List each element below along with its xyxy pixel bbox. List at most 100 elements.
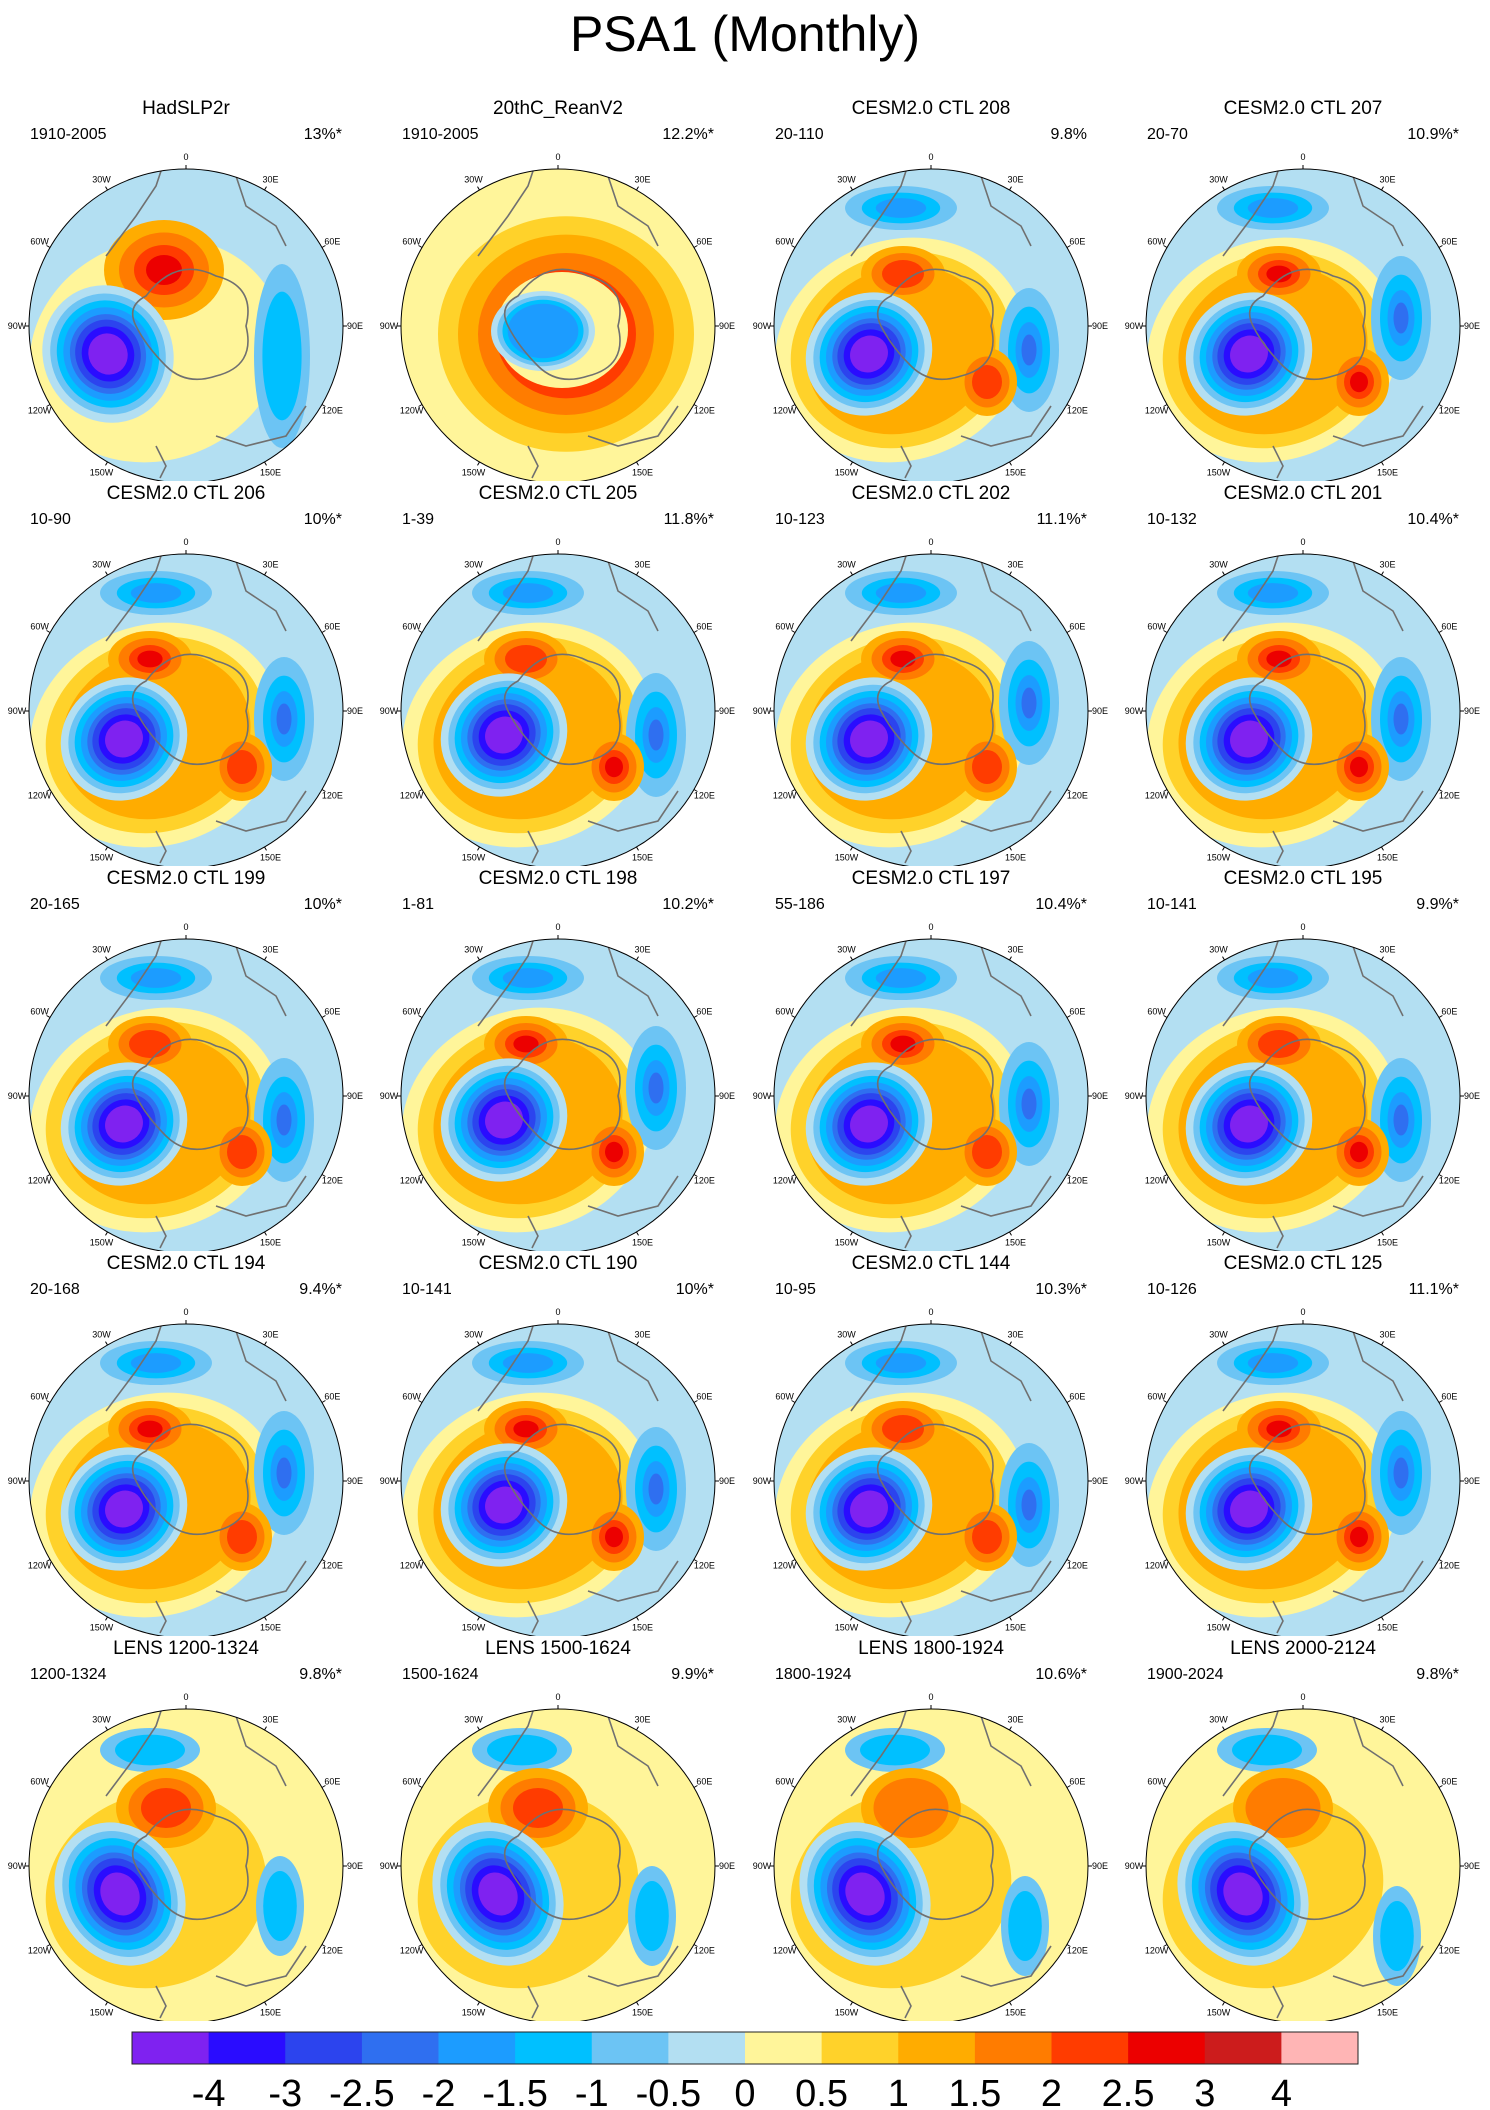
map-panel: 030E60E90E120E150E180150W120W90W60W30WCE… bbox=[1117, 98, 1489, 481]
longitude-tick bbox=[105, 956, 108, 961]
longitude-tick bbox=[477, 186, 480, 191]
high-contour bbox=[890, 650, 916, 668]
longitude-tick bbox=[1222, 1341, 1225, 1346]
longitude-tick bbox=[477, 571, 480, 576]
map-panel: 030E60E90E120E150E180150W120W90W60W30WCE… bbox=[1117, 1253, 1489, 1636]
low-contour bbox=[1247, 1353, 1299, 1373]
longitude-label: 60W bbox=[775, 237, 794, 247]
australia-coastline bbox=[960, 1560, 1052, 1602]
colorbar-swatch bbox=[515, 2032, 593, 2064]
high-contour bbox=[513, 1420, 539, 1438]
colorbar-label: -2 bbox=[422, 2073, 456, 2110]
longitude-tick bbox=[1222, 1726, 1225, 1731]
longitude-tick bbox=[1009, 2001, 1012, 2006]
panel-variance: 10.2%* bbox=[662, 896, 714, 913]
panel-years: 1500-1624 bbox=[402, 1666, 479, 1683]
high-contour bbox=[513, 1035, 539, 1053]
longitude-label: 90E bbox=[347, 1861, 363, 1871]
longitude-label: 120W bbox=[400, 1561, 424, 1571]
longitude-tick bbox=[418, 630, 423, 633]
longitude-tick bbox=[791, 630, 796, 633]
longitude-label: 90E bbox=[719, 1091, 735, 1101]
longitude-tick bbox=[46, 1785, 51, 1788]
panel-years: 20-110 bbox=[775, 126, 824, 143]
panel-variance: 11.1%* bbox=[1036, 511, 1087, 528]
low-contour bbox=[502, 583, 554, 603]
asl-contour bbox=[1230, 1105, 1268, 1143]
longitude-label: 150W bbox=[90, 852, 114, 862]
antarctica-coastline bbox=[131, 1038, 249, 1151]
africa-coastline bbox=[980, 175, 1032, 247]
longitude-tick bbox=[1381, 461, 1384, 466]
longitude-label: 60W bbox=[775, 622, 794, 632]
longitude-tick bbox=[1066, 1785, 1071, 1788]
longitude-label: 30W bbox=[464, 1330, 483, 1340]
map-field bbox=[401, 1324, 715, 1636]
panel-variance: 10%* bbox=[675, 1281, 714, 1298]
longitude-tick bbox=[1381, 1341, 1384, 1346]
australia-coastline bbox=[1332, 1175, 1424, 1217]
new-zealand-coastline bbox=[900, 1215, 912, 1249]
longitude-tick bbox=[1381, 186, 1384, 191]
africa-coastline bbox=[1352, 1330, 1404, 1402]
map-svg: 030E60E90E120E150E180150W120W90W60W30W bbox=[380, 1307, 735, 1636]
longitude-label: 120W bbox=[1145, 1561, 1169, 1571]
longitude-label: 120W bbox=[773, 1946, 797, 1956]
longitude-label: 90E bbox=[719, 706, 735, 716]
asl-contour bbox=[88, 333, 128, 375]
low-contour bbox=[1393, 302, 1409, 334]
longitude-label: 30E bbox=[634, 1330, 650, 1340]
longitude-label: 120E bbox=[1067, 1946, 1088, 1956]
colorbar-swatch bbox=[208, 2032, 286, 2064]
longitude-tick bbox=[418, 1559, 423, 1562]
map-panel: 030E60E90E120E150E180150W120W90W60W30WLE… bbox=[0, 1638, 372, 2021]
map-svg: 030E60E90E120E150E180150W120W90W60W30W bbox=[8, 1307, 363, 1636]
colorbar-swatch bbox=[898, 2032, 976, 2064]
longitude-label: 90W bbox=[380, 706, 399, 716]
longitude-label: 150E bbox=[632, 1237, 653, 1247]
low-contour bbox=[502, 968, 554, 988]
longitude-tick bbox=[1381, 2001, 1384, 2006]
new-zealand-coastline bbox=[900, 1600, 912, 1634]
longitude-tick bbox=[1009, 186, 1012, 191]
asl-contour bbox=[850, 1105, 888, 1143]
longitude-label: 30E bbox=[262, 1715, 278, 1725]
longitude-tick bbox=[693, 630, 698, 633]
longitude-label: 0 bbox=[1300, 152, 1305, 162]
longitude-label: 150W bbox=[835, 467, 859, 477]
map-field bbox=[1146, 169, 1460, 481]
longitude-tick bbox=[105, 571, 108, 576]
longitude-tick bbox=[791, 1400, 796, 1403]
longitude-label: 60E bbox=[1069, 1392, 1085, 1402]
longitude-tick bbox=[1222, 1616, 1225, 1621]
longitude-tick bbox=[693, 1174, 698, 1177]
longitude-tick bbox=[321, 1944, 326, 1947]
new-zealand-coastline bbox=[527, 830, 539, 864]
longitude-label: 120E bbox=[322, 406, 343, 416]
low-contour bbox=[276, 703, 292, 735]
longitude-label: 60E bbox=[324, 1777, 340, 1787]
new-zealand-coastline bbox=[155, 1215, 167, 1249]
longitude-label: 0 bbox=[928, 1692, 933, 1702]
longitude-tick bbox=[791, 1174, 796, 1177]
longitude-label: 60W bbox=[402, 1392, 421, 1402]
map-panel: 030E60E90E120E150E180150W120W90W60W30WCE… bbox=[745, 483, 1117, 866]
colorbar-swatch bbox=[974, 2032, 1053, 2064]
antarctica-coastline bbox=[876, 1808, 994, 1921]
low-contour bbox=[130, 968, 182, 988]
longitude-tick bbox=[693, 1015, 698, 1018]
longitude-label: 150W bbox=[835, 1237, 859, 1247]
longitude-tick bbox=[105, 186, 108, 191]
longitude-tick bbox=[1222, 846, 1225, 851]
longitude-tick bbox=[1381, 571, 1384, 576]
high-contour bbox=[1258, 1030, 1300, 1058]
longitude-label: 120W bbox=[773, 1176, 797, 1186]
longitude-label: 90E bbox=[1464, 1091, 1480, 1101]
longitude-tick bbox=[791, 1785, 796, 1788]
antarctica-coastline bbox=[503, 1808, 621, 1921]
map-svg: 030E60E90E120E150E180150W120W90W60W30W bbox=[1125, 1307, 1480, 1636]
longitude-tick bbox=[264, 461, 267, 466]
panel-title: CESM2.0 CTL 194 bbox=[106, 1253, 266, 1274]
longitude-tick bbox=[477, 1231, 480, 1236]
longitude-label: 30E bbox=[634, 175, 650, 185]
